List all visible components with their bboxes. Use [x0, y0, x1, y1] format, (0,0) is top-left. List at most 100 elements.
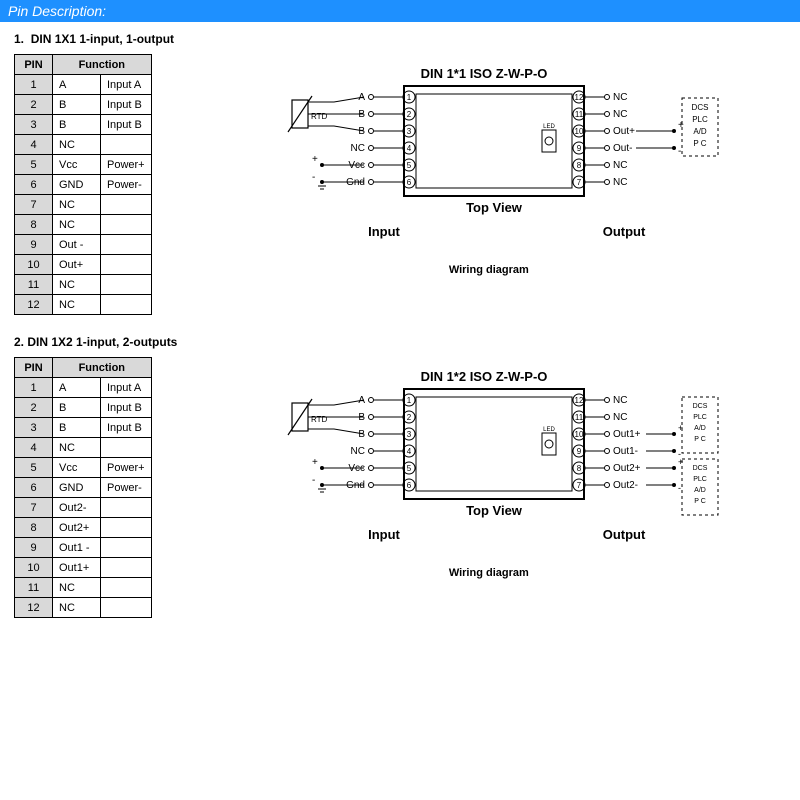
- svg-text:P C: P C: [694, 498, 706, 505]
- pin-cell: 5: [15, 458, 53, 478]
- svg-text:A/D: A/D: [693, 127, 707, 136]
- svg-text:NC: NC: [350, 446, 364, 457]
- func-cell: [101, 558, 152, 578]
- svg-text:8: 8: [577, 464, 582, 473]
- svg-text:LED: LED: [543, 124, 555, 130]
- diagram-2: DIN 1*2 ISO Z-W-P-O LED 1A2B3B4NC5Vcc6Gn…: [192, 367, 786, 579]
- table-row: 2BInput B: [15, 398, 152, 418]
- func-cell: B: [53, 398, 101, 418]
- svg-text:Top View: Top View: [466, 503, 523, 518]
- table-row: 6GNDPower-: [15, 175, 152, 195]
- func-cell: Out2+: [53, 518, 101, 538]
- func-cell: Vcc: [53, 458, 101, 478]
- page-header-title: Pin Description:: [8, 3, 106, 19]
- table-row: 1AInput A: [15, 75, 152, 95]
- section-1-title: 1. DIN 1X1 1-input, 1-output: [14, 32, 786, 46]
- diagram-1: DIN 1*1 ISO Z-W-P-O LED 1A2B3B4NC5Vcc6Gn…: [192, 64, 786, 276]
- svg-text:NC: NC: [350, 143, 364, 154]
- svg-text:NC: NC: [613, 109, 627, 120]
- svg-text:P C: P C: [694, 436, 706, 443]
- svg-text:12: 12: [574, 396, 583, 405]
- func-cell: Vcc: [53, 155, 101, 175]
- func-cell: Input B: [101, 95, 152, 115]
- table-row: 2BInput B: [15, 95, 152, 115]
- svg-text:2: 2: [407, 110, 412, 119]
- svg-text:NC: NC: [613, 412, 627, 423]
- svg-text:8: 8: [577, 161, 582, 170]
- table-row: 9Out -: [15, 235, 152, 255]
- table-row: 8NC: [15, 215, 152, 235]
- pin-cell: 4: [15, 135, 53, 155]
- svg-text:-: -: [312, 475, 315, 486]
- func-cell: [101, 215, 152, 235]
- svg-text:+: +: [678, 120, 684, 131]
- wiring-diagram-1-svg: DIN 1*1 ISO Z-W-P-O LED 1A2B3B4NC5Vcc6Gn…: [254, 64, 724, 254]
- diagram-1-caption: Wiring diagram: [449, 264, 529, 276]
- table-row: 5VccPower+: [15, 458, 152, 478]
- svg-text:A/D: A/D: [694, 487, 706, 494]
- svg-text:Out+: Out+: [613, 126, 635, 137]
- pin-cell: 10: [15, 255, 53, 275]
- table-row: 11NC: [15, 275, 152, 295]
- func-cell: Power+: [101, 155, 152, 175]
- pin-cell: 8: [15, 215, 53, 235]
- func-cell: NC: [53, 195, 101, 215]
- func-cell: A: [53, 75, 101, 95]
- svg-text:DCS: DCS: [692, 465, 707, 472]
- func-cell: NC: [53, 135, 101, 155]
- svg-text:NC: NC: [613, 177, 627, 188]
- svg-text:PLC: PLC: [692, 115, 708, 124]
- func-cell: A: [53, 378, 101, 398]
- svg-text:RTD: RTD: [311, 415, 328, 424]
- func-cell: [101, 235, 152, 255]
- func-cell: B: [53, 418, 101, 438]
- svg-text:-: -: [678, 146, 681, 157]
- svg-text:3: 3: [407, 430, 412, 439]
- func-cell: Power-: [101, 175, 152, 195]
- table-row: 4NC: [15, 135, 152, 155]
- pin-cell: 2: [15, 95, 53, 115]
- svg-text:NC: NC: [613, 92, 627, 103]
- svg-text:PLC: PLC: [693, 414, 707, 421]
- wiring-diagram-2-svg: DIN 1*2 ISO Z-W-P-O LED 1A2B3B4NC5Vcc6Gn…: [254, 367, 724, 557]
- svg-text:Top View: Top View: [466, 200, 523, 215]
- tbl1-h-pin: PIN: [15, 55, 53, 75]
- pin-table-2: PIN Function 1AInput A2BInput B3BInput B…: [14, 357, 152, 618]
- func-cell: GND: [53, 175, 101, 195]
- func-cell: [101, 518, 152, 538]
- pin-cell: 11: [15, 578, 53, 598]
- table-row: 11NC: [15, 578, 152, 598]
- svg-text:Input: Input: [368, 224, 400, 239]
- svg-text:5: 5: [407, 161, 412, 170]
- pin-cell: 7: [15, 498, 53, 518]
- svg-text:3: 3: [407, 127, 412, 136]
- func-cell: Power+: [101, 458, 152, 478]
- func-cell: B: [53, 95, 101, 115]
- func-cell: Input A: [101, 378, 152, 398]
- svg-text:Out1+: Out1+: [613, 429, 641, 440]
- svg-text:-: -: [678, 483, 681, 493]
- table-row: 12NC: [15, 598, 152, 618]
- pin-cell: 9: [15, 538, 53, 558]
- svg-text:LED: LED: [543, 427, 555, 433]
- svg-text:Out2+: Out2+: [613, 463, 641, 474]
- func-cell: Out1+: [53, 558, 101, 578]
- pin-cell: 12: [15, 598, 53, 618]
- svg-text:2: 2: [407, 413, 412, 422]
- pin-cell: 11: [15, 275, 53, 295]
- svg-text:NC: NC: [613, 395, 627, 406]
- func-cell: Input B: [101, 418, 152, 438]
- svg-text:+: +: [312, 457, 318, 468]
- svg-text:4: 4: [407, 447, 412, 456]
- svg-text:B: B: [358, 429, 365, 440]
- pin-cell: 6: [15, 478, 53, 498]
- pin-table-1: PIN Function 1AInput A2BInput B3BInput B…: [14, 54, 152, 315]
- table-row: 8Out2+: [15, 518, 152, 538]
- svg-text:Out2-: Out2-: [613, 480, 638, 491]
- svg-text:NC: NC: [613, 160, 627, 171]
- func-cell: Out+: [53, 255, 101, 275]
- svg-text:11: 11: [575, 110, 584, 119]
- tbl2-h-func: Function: [53, 358, 152, 378]
- svg-text:6: 6: [407, 481, 412, 490]
- diagram-2-caption: Wiring diagram: [449, 567, 529, 579]
